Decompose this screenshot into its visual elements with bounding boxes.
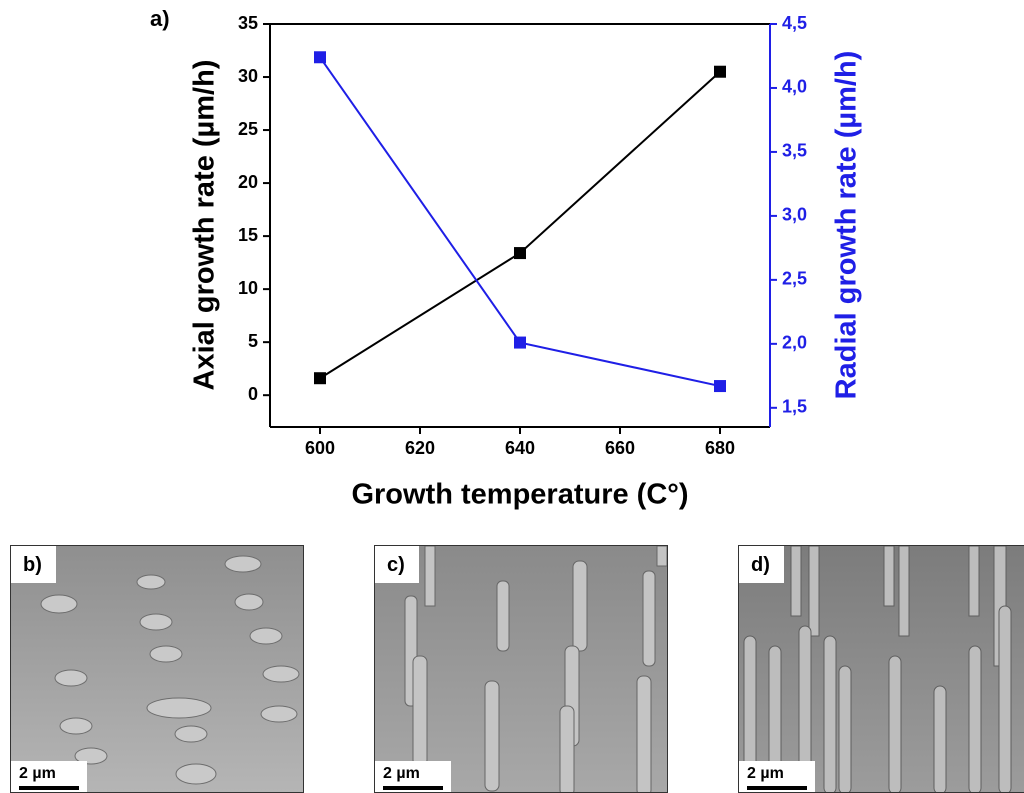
marker [514,247,526,260]
scale-bar: 2 µm [11,761,87,792]
y2-tick-label: 4,0 [782,77,807,97]
scale-label: 2 µm [19,765,56,782]
sem-image-b: b) 2 µm [10,545,304,793]
series-line [319,70,721,380]
y2-tick-label: 2,0 [782,333,807,353]
panel-label: c) [375,546,419,583]
scale-label: 2 µm [383,765,420,782]
y-tick-label: 5 [248,331,258,351]
chart: a) Growth temperature (C°) Axial growth … [150,6,863,511]
panel-label: d) [739,546,784,583]
marker [714,380,726,393]
marker [314,372,326,385]
marker [514,336,526,349]
panel-label: a) [150,6,170,31]
y-tick-label: 25 [238,119,258,139]
x-tick-label: 680 [705,438,735,458]
x-axis-label: Growth temperature (C°) [351,479,688,511]
x-tick-label: 600 [305,438,335,458]
y-tick-label: 0 [248,384,258,404]
sem-texture [404,546,667,792]
y-tick-label: 30 [238,66,258,86]
scale-bar: 2 µm [739,761,815,792]
scale-bar: 2 µm [375,761,451,792]
x-tick-label: 660 [605,438,635,458]
marker [314,51,326,64]
marker [714,65,726,78]
scale-label: 2 µm [747,765,784,782]
sem-texture [40,555,300,785]
y-tick-label: 35 [238,13,258,33]
sem-texture [743,546,1012,792]
x-tick-label: 620 [405,438,435,458]
y-tick-label: 15 [238,225,258,245]
y2-tick-label: 1,5 [782,397,807,417]
y2-axis-label: Radial growth rate (µm/h) [831,51,863,400]
y-tick-label: 10 [238,278,258,298]
sem-image-c: c) 2 µm [374,545,668,793]
y-axis-label: Axial growth rate (µm/h) [189,60,221,391]
y2-tick-label: 3,0 [782,205,807,225]
sem-image-d: d) 2 µm [738,545,1024,793]
y2-tick-label: 4,5 [782,13,807,33]
y2-tick-label: 2,5 [782,269,807,289]
panel-label: b) [11,546,56,583]
x-tick-label: 640 [505,438,535,458]
y-tick-label: 20 [238,172,258,192]
y2-tick-label: 3,5 [782,141,807,161]
